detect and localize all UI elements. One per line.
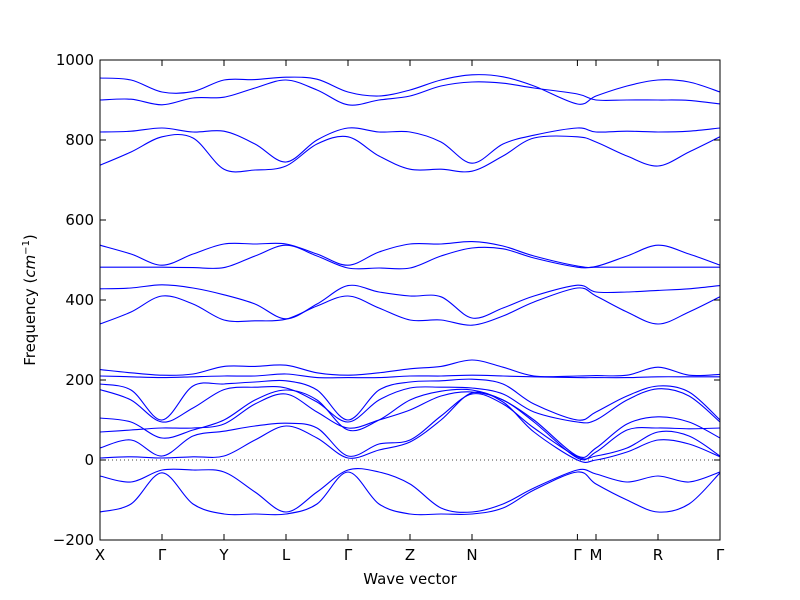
band-line-7 — [99, 284, 721, 320]
x-tick-label: X — [95, 546, 105, 564]
band-line-5 — [99, 241, 721, 269]
y-tick-label: 0 — [84, 451, 94, 469]
band-line-8 — [99, 287, 721, 326]
band-line-14 — [99, 391, 721, 461]
x-axis-label: Wave vector — [363, 570, 457, 588]
band-line-10 — [99, 373, 720, 379]
x-tick-label: Y — [218, 546, 229, 564]
band-line-16 — [99, 391, 721, 463]
band-line-1 — [99, 74, 721, 105]
y-tick-label: 1000 — [56, 51, 94, 69]
y-axis-label: Frequency (cm−1) — [21, 234, 39, 366]
band-line-2 — [99, 79, 721, 106]
x-tick-label: Γ — [158, 546, 167, 564]
x-tick-label: L — [282, 546, 291, 564]
y-tick-label: 400 — [65, 291, 94, 309]
y-tick-label: 600 — [65, 211, 94, 229]
band-line-11 — [99, 378, 721, 421]
plot-frame — [99, 59, 721, 541]
x-tick-label: Γ — [573, 546, 582, 564]
band-line-15 — [99, 393, 721, 460]
y-tick-label: 200 — [65, 371, 94, 389]
x-tick-label: Γ — [716, 546, 725, 564]
x-tick-label: R — [653, 546, 663, 564]
x-tick-label: Z — [405, 546, 415, 564]
band-line-4 — [99, 133, 721, 173]
y-tick-label: −200 — [53, 531, 94, 549]
y-axis-ticks: −200 0 200 400 600 800 1000 — [53, 51, 720, 549]
x-tick-label: Γ — [344, 546, 353, 564]
band-line-6 — [100, 244, 720, 270]
band-line-9 — [99, 359, 721, 378]
band-line-3 — [99, 127, 721, 164]
x-tick-label: M — [590, 546, 603, 564]
band-line-18 — [99, 471, 721, 516]
y-tick-label: 800 — [65, 131, 94, 149]
band-line-12 — [99, 386, 721, 424]
x-tick-label: N — [466, 546, 477, 564]
phonon-band-lines — [99, 74, 721, 516]
band-line-17 — [99, 468, 721, 513]
